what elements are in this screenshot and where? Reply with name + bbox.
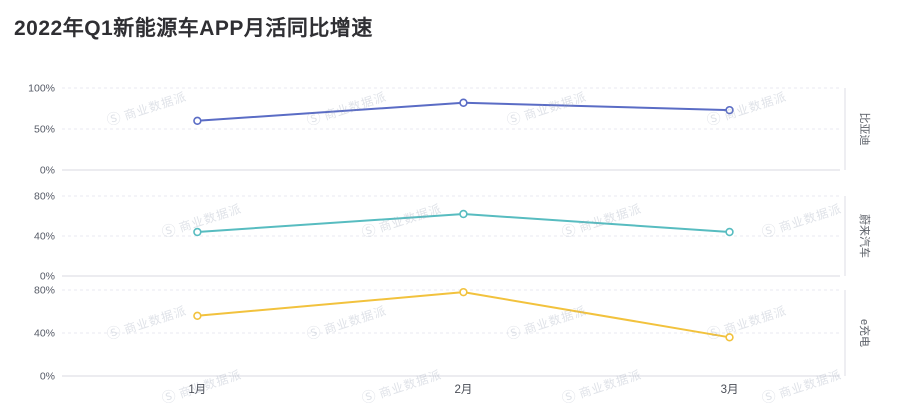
data-point [725,105,734,115]
data-point [459,287,468,297]
data-point [459,98,468,107]
data-point [193,311,202,320]
y-tick-label: 50% [34,124,55,136]
y-tick-label: 80% [34,285,55,297]
y-tick-label: 0% [40,271,55,283]
facet-label: 蔚来汽车 [858,214,872,258]
y-tick-label: 100% [28,83,55,95]
x-tick-label: 2月 [454,384,472,396]
y-tick-label: 0% [40,371,55,383]
facet-label: e充电 [858,319,872,347]
data-point [459,209,468,219]
data-point [193,116,202,126]
y-tick-label: 0% [40,165,55,177]
y-tick-label: 80% [34,191,55,203]
data-point [725,333,734,342]
chart-title: 2022年Q1新能源车APP月活同比增速 [14,17,373,40]
facet-label: 比亚迪 [858,113,871,146]
series-line [196,291,731,339]
y-tick-label: 40% [34,328,55,340]
data-point [725,227,734,237]
y-tick-label: 40% [34,231,55,243]
x-tick-label: 3月 [721,384,739,396]
data-point [193,227,202,237]
x-tick-label: 1月 [188,384,206,396]
